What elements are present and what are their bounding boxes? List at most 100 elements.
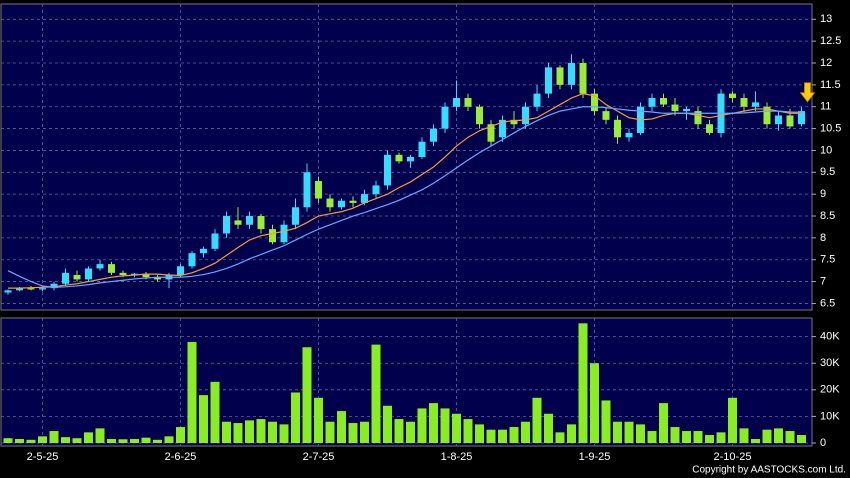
candle-body [39,288,46,290]
volume-bar [475,424,484,443]
volume-bar [682,431,691,443]
candle-body [177,266,184,276]
candle-body [292,207,299,225]
volume-bar [72,438,82,443]
y-tick-label: 12 [820,57,832,69]
volume-bar [785,431,795,443]
y-tick-label: 6.5 [820,297,835,309]
volume-bar [164,436,174,443]
x-tick-label: 2-5-25 [27,451,59,463]
candle-body [303,172,311,208]
candle-body [660,97,667,105]
candle-body [211,233,219,249]
candle-body [786,115,794,127]
candle-body [62,272,69,284]
candle-body [131,273,138,276]
volume-bar [739,428,749,443]
y-tick-label: 10.5 [820,122,841,134]
y-tick-label: 8 [820,232,826,244]
candle-body [50,283,58,289]
volume-bar [38,436,47,443]
volume-bar [233,423,243,443]
volume-bar [360,421,369,443]
y-tick-label: 30K [820,357,840,369]
volume-bar [314,397,323,443]
y-tick-label: 7.5 [820,254,835,266]
y-tick-label: 40K [820,331,840,343]
y-tick-label: 20K [820,384,840,396]
candle-body [280,224,288,243]
volume-bar [670,427,680,443]
y-tick-label: 9 [820,188,826,200]
y-tick-label: 7 [820,275,826,287]
candle-body [602,111,610,120]
volume-bar [532,397,542,443]
candle-body [142,273,150,278]
volume-bar [291,392,300,443]
candle-body [441,106,449,129]
volume-bar [509,427,519,443]
volume-bar [256,419,266,443]
candle-body [257,216,265,230]
x-tick-label: 1-9-25 [579,451,611,463]
candle-body [464,97,472,107]
candle-body [234,220,242,225]
candle-body [4,290,12,293]
y-tick-label: 8.5 [820,210,835,222]
candle-body [591,93,598,112]
candle-body [510,119,518,125]
volume-bar [578,323,588,443]
candle-body [614,119,621,138]
candle-body [361,194,368,203]
candle-body [683,108,690,112]
candle-body [522,106,529,125]
volume-bar [141,437,151,443]
y-tick-label: 11 [820,101,831,113]
candle-body [706,124,713,133]
volume-bar [222,421,231,443]
candle-body [545,67,552,94]
candle-body [200,248,207,254]
candle-body [269,229,276,243]
candle-body [315,181,322,199]
candle-body [775,115,782,125]
candle-body [671,104,679,112]
volume-bar [429,403,438,443]
moving-average-line [8,92,802,289]
volume-bar [440,408,450,443]
moving-average-line [7,106,802,288]
candle-body [349,200,357,203]
y-tick-label: 11.5 [820,79,841,91]
volume-bar [187,341,197,443]
volume-bar [3,438,13,443]
candle-body [418,141,426,157]
volume-bar [693,431,703,443]
volume-bar [452,413,461,443]
volume-bar [371,344,381,443]
candle-body [338,200,345,208]
y-tick-label: 9.5 [820,166,835,178]
volume-bar [486,429,496,443]
volume-bar [118,439,128,443]
x-tick-label: 1-8-25 [441,451,473,463]
volume-bar [325,421,335,443]
volume-bar [210,381,220,443]
candle-body [16,288,23,291]
volume-bar [705,435,714,443]
candle-body [625,132,633,138]
volume-bar [406,421,415,443]
y-tick-label: 10 [820,144,832,156]
candle-body [154,277,161,280]
candle-body [453,97,460,107]
volume-bar [394,419,404,443]
candle-body [487,124,495,142]
candle-body [533,93,541,107]
candle-body [188,253,196,267]
candle-body [763,106,771,125]
candle-body [568,63,575,85]
candle-body [246,216,253,225]
volume-bar [636,424,645,443]
volume-bar [383,405,392,443]
candle-body [85,268,92,280]
